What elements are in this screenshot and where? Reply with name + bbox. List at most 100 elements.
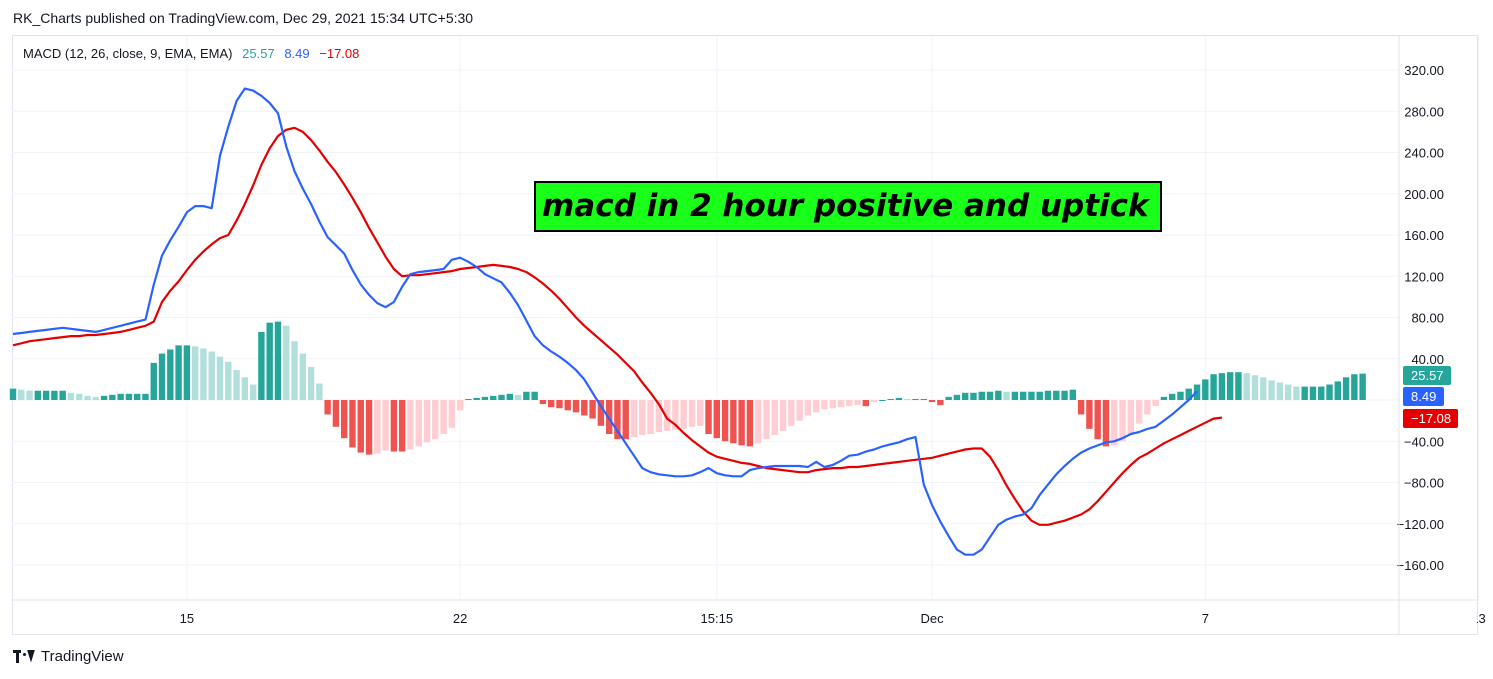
histogram-bar (846, 400, 853, 407)
histogram-bar (1119, 400, 1126, 442)
histogram-bar (1210, 374, 1217, 400)
histogram-bar (1028, 391, 1035, 400)
histogram-bar (1036, 391, 1043, 400)
histogram-bar (1342, 377, 1350, 400)
footer-brand-text: TradingView (41, 648, 124, 665)
histogram-bar (274, 321, 282, 400)
histogram-bar (1218, 373, 1226, 400)
histogram-bar (763, 400, 770, 440)
histogram-bar (995, 390, 1002, 400)
histogram-bar (804, 400, 812, 416)
histogram-bar (191, 346, 199, 400)
histogram-bar (1135, 400, 1143, 424)
histogram-bar (291, 341, 298, 400)
histogram-bar (928, 400, 936, 403)
x-tick-label: Dec (921, 611, 945, 626)
histogram-bar (1202, 379, 1209, 400)
histogram-bar (92, 396, 99, 400)
histogram-bar (1243, 373, 1250, 400)
histogram-bar (1111, 400, 1118, 446)
histogram-bar (895, 397, 903, 400)
histogram-bar (755, 400, 762, 444)
histogram-bar (415, 400, 422, 447)
histogram-bar (630, 400, 638, 438)
histogram-bar (953, 394, 961, 400)
line-series (12, 87, 1223, 556)
y-tick-label: 80.00 (1411, 311, 1444, 326)
histogram-bar (241, 377, 249, 400)
histogram-bar (1069, 389, 1077, 400)
y-tick-label: 320.00 (1404, 63, 1444, 78)
histogram-bar (730, 400, 737, 444)
histogram-bar (1169, 393, 1176, 400)
y-tick-label: 40.00 (1411, 352, 1444, 367)
histogram-bar (382, 400, 389, 451)
histogram-bar (158, 353, 166, 400)
histogram-bar (432, 400, 439, 440)
legend-signal-value: −17.08 (319, 46, 360, 61)
histogram-bar (854, 400, 861, 406)
chart-frame (12, 35, 1478, 635)
histogram-bar (51, 390, 58, 400)
histogram-bar (1086, 400, 1093, 429)
histogram-bar (978, 391, 985, 400)
histogram-bar (233, 370, 240, 400)
histogram-bar (523, 391, 530, 400)
histogram-bar (357, 400, 364, 453)
histogram-bar (970, 392, 977, 400)
annotation-textbox[interactable]: macd in 2 hour positive and uptick (534, 181, 1162, 232)
histogram-bar (67, 392, 75, 400)
histogram-bar (721, 400, 729, 442)
histogram-bar (564, 400, 571, 411)
histogram-bar (299, 353, 306, 400)
histogram-bar (1177, 391, 1184, 400)
histogram-bar (1185, 388, 1192, 400)
histogram-bar (870, 400, 878, 403)
histogram-bar (688, 400, 696, 427)
histogram-bar (42, 390, 50, 400)
histogram-bar (622, 400, 629, 440)
footer-brand[interactable]: TradingView (13, 648, 124, 665)
histogram-bar (1152, 400, 1159, 407)
histogram-bar (788, 400, 795, 426)
legend-macd-value: 8.49 (284, 46, 310, 61)
histogram-bar (713, 400, 720, 439)
histogram-bar (531, 391, 538, 400)
x-tick-label: 15 (180, 611, 194, 626)
histogram-bar (266, 322, 273, 400)
histogram-bar (465, 398, 472, 400)
legend-histogram-value: 25.57 (242, 46, 275, 61)
histogram-bar (167, 349, 174, 400)
histogram-bar (258, 331, 265, 400)
axis-corner (1400, 602, 1477, 633)
histogram-bar (680, 400, 687, 429)
histogram-bar (1334, 381, 1341, 400)
histogram-bar (655, 400, 663, 432)
histogram-bar (904, 398, 911, 400)
histogram-bar (1044, 390, 1052, 400)
histogram-bar (572, 400, 580, 413)
histogram-bar (597, 400, 605, 426)
histogram-bar (1260, 377, 1267, 400)
histogram-bar (920, 398, 927, 400)
histogram-bar (34, 390, 42, 400)
histogram-series (9, 321, 1366, 455)
histogram-bar (365, 400, 373, 455)
histogram-bar (589, 400, 596, 419)
histogram-bar (697, 400, 704, 426)
histogram-bar (829, 400, 836, 409)
histogram-bar (200, 348, 207, 400)
histogram-bar (705, 400, 712, 435)
histogram-bar (100, 395, 108, 400)
histogram-bar (183, 345, 191, 400)
histogram-bar (1226, 372, 1234, 400)
histogram-bar (307, 367, 315, 400)
y-tick-label: 200.00 (1404, 187, 1444, 202)
histogram-bar (746, 400, 754, 447)
histogram-bar (398, 400, 406, 452)
histogram-bar (448, 400, 456, 428)
macd-line (12, 87, 1198, 556)
histogram-bar (332, 400, 340, 427)
signal-line (12, 126, 1223, 526)
